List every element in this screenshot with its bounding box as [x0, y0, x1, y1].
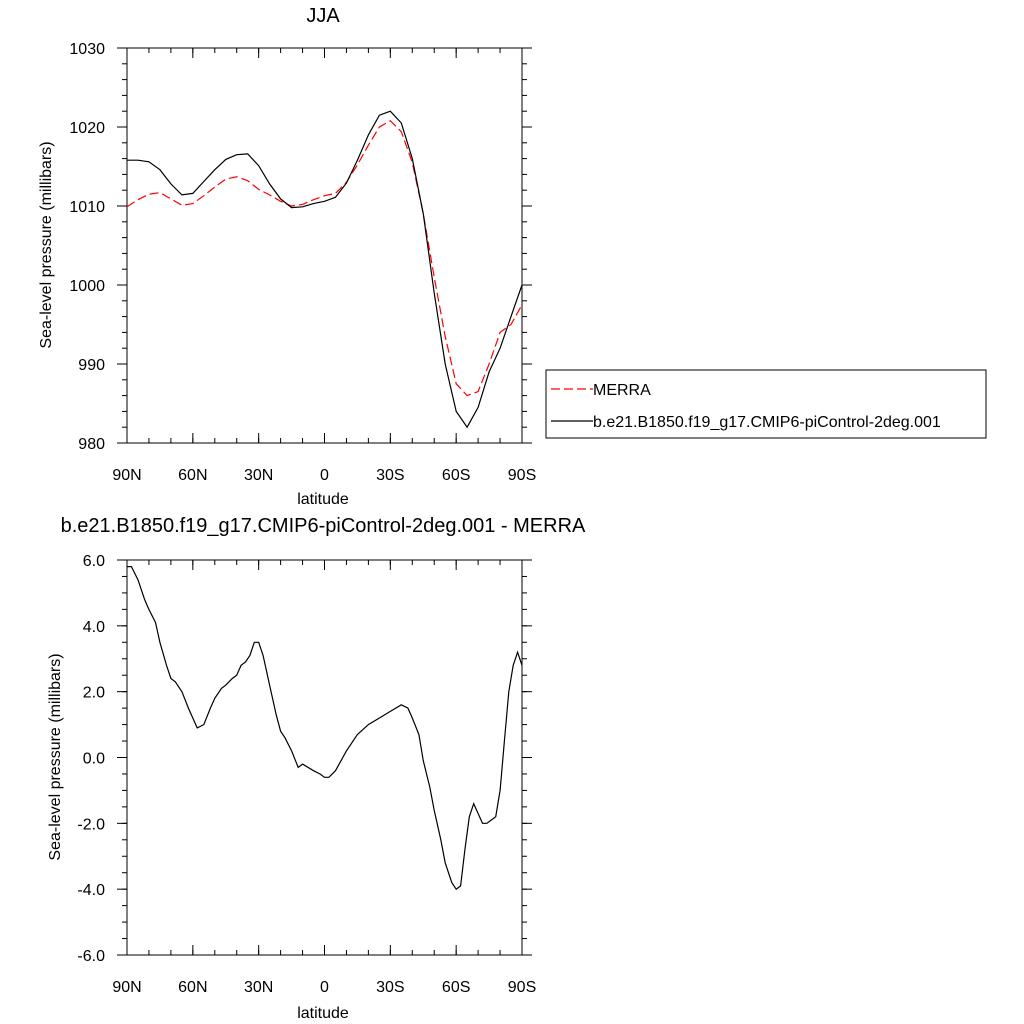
legend: MERRA b.e21.B1850.f19_g17.CMIP6-piContro… [545, 369, 987, 439]
x-tick-label-60S: 60S [442, 979, 470, 996]
series-line-difference [127, 566, 523, 891]
top-chart: JJA 90N 60N 30N 0 30S 60S 90S 980 990 10… [38, 5, 987, 508]
x-tick-label-60S: 60S [442, 467, 470, 484]
x-tick-label-60N: 60N [178, 467, 207, 484]
legend-label-model: b.e21.B1850.f19_g17.CMIP6-piControl-2deg… [593, 414, 941, 431]
series-line-merra [126, 119, 523, 397]
bottom-x-tick-labels: 90N 60N 30N 0 30S 60S 90S [112, 979, 536, 996]
top-x-tick-labels: 90N 60N 30N 0 30S 60S 90S [112, 467, 536, 484]
top-y-tick-labels: 980 990 1000 1010 1020 1030 [69, 41, 105, 453]
legend-box [545, 369, 987, 439]
y-tick-label-0: 0.0 [83, 751, 105, 768]
x-tick-label-30N: 30N [244, 467, 273, 484]
series-line-model [127, 110, 523, 429]
y-tick-label-1020: 1020 [69, 120, 105, 137]
y-tick-label-990: 990 [78, 357, 105, 374]
bottom-y-axis-label: Sea-level pressure (millibars) [47, 653, 64, 860]
legend-label-merra: MERRA [593, 382, 651, 399]
x-tick-label-90S: 90S [508, 979, 536, 996]
bottom-x-axis-label: latitude [297, 1005, 349, 1022]
top-minor-ticks [122, 47, 527, 444]
x-tick-label-90N: 90N [112, 979, 141, 996]
x-tick-label-0: 0 [320, 979, 329, 996]
y-tick-label-1000: 1000 [69, 278, 105, 295]
top-x-axis-label: latitude [297, 491, 349, 508]
y-tick-label-2: 2.0 [83, 685, 105, 702]
top-major-ticks [117, 47, 532, 444]
top-chart-title: JJA [306, 5, 340, 27]
top-plot-frame [126, 47, 523, 444]
x-tick-label-30S: 30S [376, 467, 404, 484]
x-tick-label-0: 0 [320, 467, 329, 484]
y-tick-label-6: 6.0 [83, 553, 105, 570]
y-tick-label-980: 980 [78, 436, 105, 453]
bottom-plot-frame [126, 559, 523, 956]
bottom-major-ticks [117, 559, 532, 956]
x-tick-label-90N: 90N [112, 467, 141, 484]
y-tick-label-1010: 1010 [69, 199, 105, 216]
bottom-y-tick-labels: -6.0 -4.0 -2.0 0.0 2.0 4.0 6.0 [77, 553, 105, 965]
x-tick-label-60N: 60N [178, 979, 207, 996]
y-tick-label-1030: 1030 [69, 41, 105, 58]
y-tick-label-minus-4: -4.0 [77, 882, 105, 899]
x-tick-label-90S: 90S [508, 467, 536, 484]
top-y-axis-label: Sea-level pressure (millibars) [38, 141, 55, 348]
x-tick-label-30S: 30S [376, 979, 404, 996]
bottom-chart-title: b.e21.B1850.f19_g17.CMIP6-piControl-2deg… [61, 515, 586, 537]
y-tick-label-4: 4.0 [83, 619, 105, 636]
y-tick-label-minus-6: -6.0 [77, 948, 105, 965]
y-tick-label-minus-2: -2.0 [77, 816, 105, 833]
x-tick-label-30N: 30N [244, 979, 273, 996]
bottom-chart: b.e21.B1850.f19_g17.CMIP6-piControl-2deg… [47, 515, 586, 1022]
bottom-minor-ticks [122, 559, 527, 956]
